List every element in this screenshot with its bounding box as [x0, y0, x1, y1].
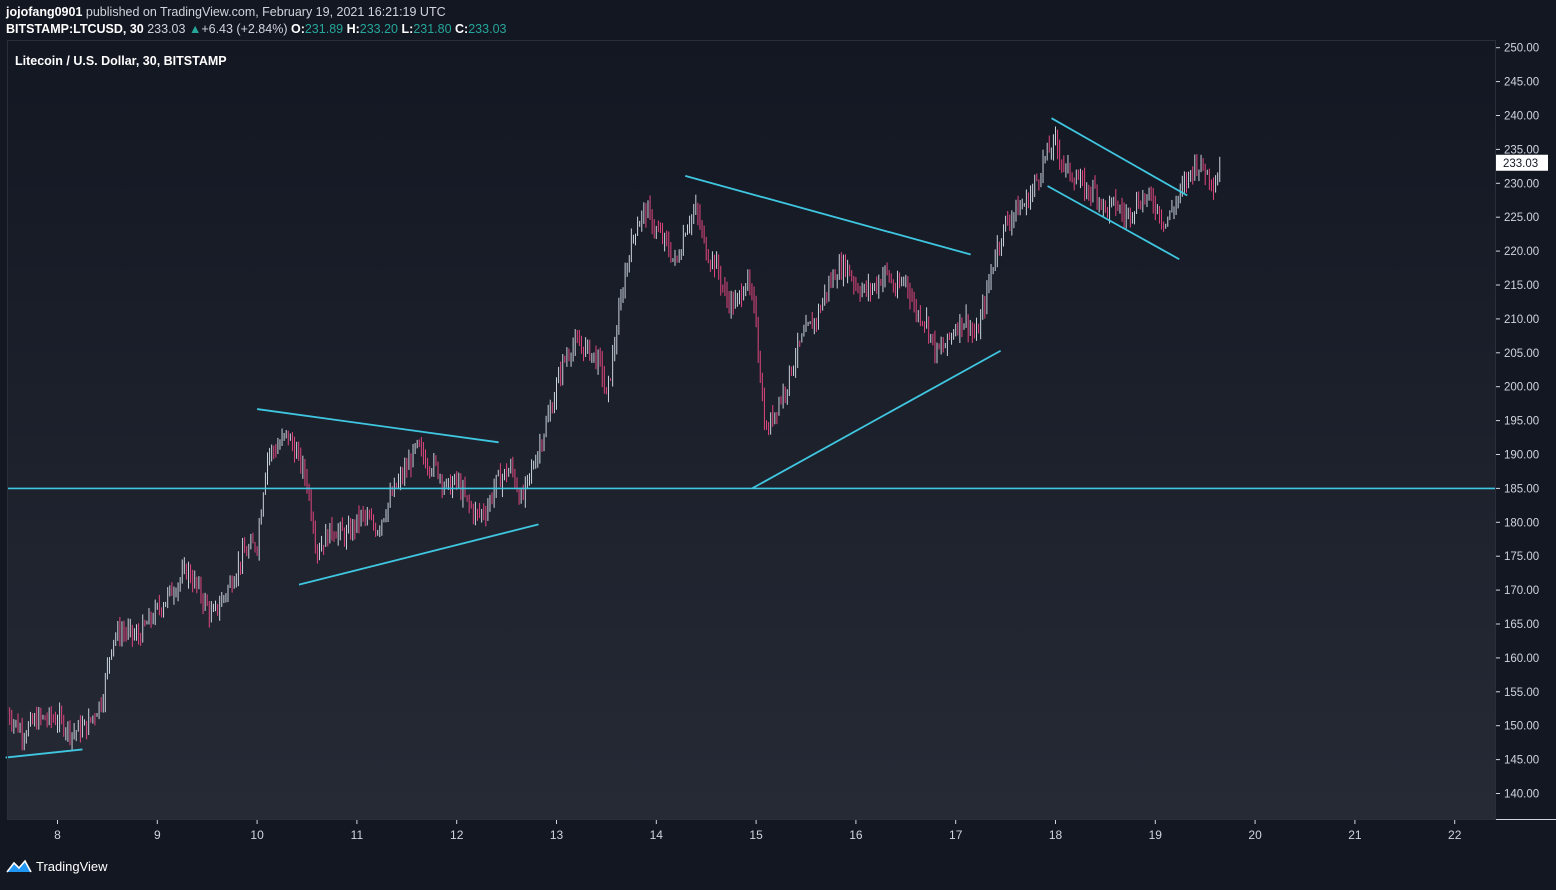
chart-title: Litecoin / U.S. Dollar, 30, BITSTAMP: [15, 54, 227, 68]
plot-frame: [7, 40, 1496, 820]
time-tick-label: 13: [550, 828, 564, 842]
trend-line[interactable]: [1047, 185, 1180, 261]
price-tick-label: 250.00: [1504, 43, 1539, 55]
price-tick-label: 165.00: [1504, 619, 1539, 631]
time-tick-label: 18: [1049, 828, 1063, 842]
last-price-tag-label: 233.03: [1503, 158, 1538, 170]
published-text: published on TradingView.com, February 1…: [85, 5, 446, 19]
price-tick-label: 215.00: [1504, 280, 1539, 292]
time-tick-label: 9: [154, 828, 161, 842]
time-tick-label: 17: [949, 828, 963, 842]
last-price-tag: 233.03: [1496, 154, 1548, 171]
brand-footer[interactable]: TradingView: [6, 856, 108, 876]
price-tick-label: 200.00: [1504, 382, 1539, 394]
trend-line[interactable]: [1051, 117, 1188, 197]
open-label: O:: [290, 22, 305, 36]
price-change: +6.43 (+2.84%): [201, 22, 288, 36]
price-tick-label: 170.00: [1504, 585, 1539, 597]
trend-line[interactable]: [298, 523, 539, 586]
time-tick-label: 10: [250, 828, 264, 842]
time-tick-label: 19: [1149, 828, 1163, 842]
time-tick-label: 8: [54, 828, 61, 842]
price-tick-label: 180.00: [1504, 517, 1539, 529]
price-tick-label: 145.00: [1504, 755, 1539, 767]
high-value: 233.20: [359, 22, 399, 36]
trend-lines: [5, 117, 1188, 759]
trend-line[interactable]: [256, 408, 499, 444]
tradingview-logo-icon: [6, 859, 32, 873]
time-tick-label: 16: [849, 828, 863, 842]
candles: [7, 126, 1221, 751]
last-price-tag-box: [1496, 154, 1548, 171]
trend-line[interactable]: [685, 174, 971, 256]
time-tick-label: 11: [351, 828, 364, 842]
price-tick-label: 195.00: [1504, 416, 1539, 428]
price-tick-label: 140.00: [1504, 789, 1539, 801]
price-tick-label: 240.00: [1504, 111, 1539, 123]
price-axis[interactable]: 140.00 145.00 150.00 155.00 160.00 165.00 170.…: [1495, 43, 1539, 801]
symbol-label: BITSTAMP:LTCUSD, 30: [6, 22, 144, 36]
publish-line: jojofang0901 published on TradingView.co…: [6, 4, 1506, 21]
time-tick-label: 15: [749, 828, 763, 842]
time-tick-label: 21: [1348, 828, 1362, 842]
last-price: 233.03: [147, 22, 186, 36]
brand-name: TradingView: [36, 858, 108, 874]
price-tick-label: 235.00: [1504, 144, 1539, 156]
price-tick-label: 210.00: [1504, 314, 1539, 326]
price-tick-label: 150.00: [1504, 721, 1539, 733]
low-label: L:: [401, 22, 414, 36]
price-tick-label: 185.00: [1504, 483, 1539, 495]
change-up-icon: ▲: [188, 22, 202, 36]
close-label: C:: [455, 22, 469, 36]
price-tick-label: 155.00: [1504, 687, 1539, 699]
time-tick-label: 14: [650, 828, 664, 842]
price-tick-label: 230.00: [1504, 178, 1539, 190]
price-tick-label: 205.00: [1504, 348, 1539, 360]
low-value: 231.80: [413, 22, 452, 36]
author-name[interactable]: jojofang0901: [6, 5, 83, 19]
close-value: 233.03: [468, 22, 507, 36]
trend-line[interactable]: [5, 748, 83, 759]
price-tick-label: 225.00: [1504, 212, 1539, 224]
price-tick-label: 190.00: [1504, 450, 1539, 462]
price-tick-label: 175.00: [1504, 551, 1539, 563]
price-tick-label: 220.00: [1504, 246, 1539, 258]
high-label: H:: [346, 22, 360, 36]
open-value: 231.89: [304, 22, 344, 36]
time-tick-label: 12: [450, 828, 464, 842]
publish-header: jojofang0901 published on TradingView.co…: [6, 4, 1506, 38]
price-tick-label: 245.00: [1504, 77, 1539, 89]
price-tick-label: 160.00: [1504, 653, 1539, 665]
time-tick-label: 22: [1448, 828, 1462, 842]
plot-background: [7, 40, 1495, 819]
symbol-line: BITSTAMP:LTCUSD, 30 233.03 ▲+6.43 (+2.84…: [6, 21, 1506, 38]
time-tick-label: 20: [1248, 828, 1262, 842]
trend-line[interactable]: [751, 349, 1002, 490]
